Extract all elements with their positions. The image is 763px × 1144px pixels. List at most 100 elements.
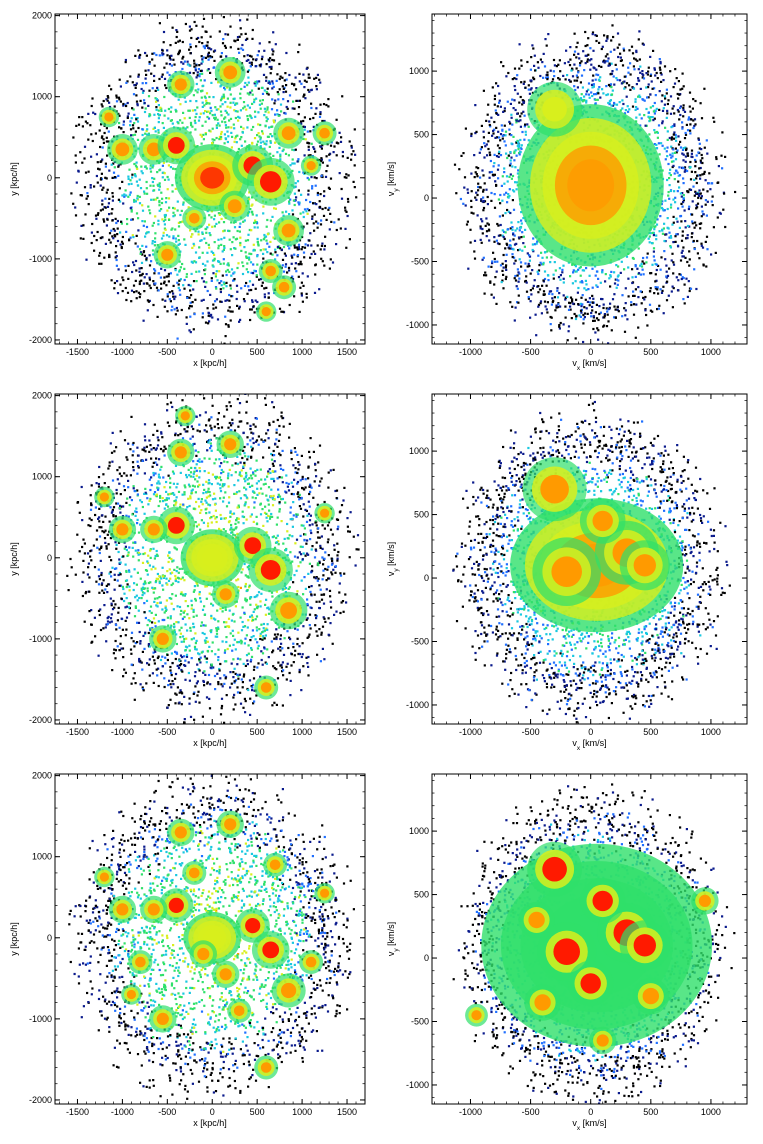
- density-pixel: [319, 223, 323, 226]
- density-pixel: [504, 231, 507, 234]
- density-pixel: [654, 287, 657, 290]
- density-pixel: [239, 244, 242, 247]
- density-pixel: [220, 137, 223, 141]
- density-pixel: [689, 166, 692, 169]
- density-pixel: [540, 251, 543, 254]
- density-pixel: [91, 222, 94, 226]
- density-pixel: [318, 115, 322, 118]
- axis-ticks: [55, 14, 366, 344]
- density-pixel: [517, 271, 520, 274]
- density-pixel: [261, 55, 264, 58]
- density-pixel: [509, 159, 512, 162]
- density-pixel: [236, 229, 239, 233]
- density-pixel: [252, 249, 255, 252]
- density-pixel: [212, 251, 215, 255]
- density-pixel: [632, 294, 635, 297]
- density-pixel: [153, 282, 156, 285]
- density-pixel: [157, 121, 160, 124]
- density-pixel: [161, 52, 164, 55]
- density-pixel: [312, 202, 315, 205]
- density-pixel: [248, 289, 251, 292]
- density-pixel: [261, 92, 265, 95]
- density-pixel: [106, 99, 109, 102]
- density-pixel: [128, 168, 131, 171]
- density-pixel: [495, 155, 499, 158]
- density-pixel: [145, 73, 148, 76]
- density-pixel: [303, 86, 306, 89]
- density-pixel: [583, 306, 586, 309]
- density-pixel: [694, 158, 697, 162]
- density-pixel: [154, 130, 157, 133]
- density-pixel: [585, 288, 588, 292]
- density-pixel: [171, 122, 174, 125]
- density-pixel: [517, 236, 521, 239]
- density-pixel: [546, 301, 549, 304]
- density-pixel: [143, 190, 146, 193]
- density-pixel: [150, 198, 153, 201]
- density-pixel: [210, 55, 214, 59]
- density-pixel: [493, 97, 496, 101]
- density-pixel: [282, 91, 285, 94]
- density-pixel: [682, 153, 685, 156]
- density-pixel: [127, 195, 130, 198]
- density-pixel: [675, 136, 678, 139]
- density-pixel: [193, 244, 196, 247]
- density-pixel: [539, 302, 542, 305]
- density-pixel: [502, 110, 505, 113]
- density-pixel: [132, 236, 135, 239]
- density-pixel: [282, 310, 285, 313]
- density-pixel: [514, 108, 517, 112]
- density-pixel: [240, 249, 243, 252]
- density-pixel: [684, 168, 687, 172]
- density-pixel: [511, 165, 514, 168]
- density-pixel: [260, 284, 263, 287]
- density-pixel: [518, 277, 521, 280]
- density-pixel: [525, 275, 528, 278]
- density-pixel: [135, 166, 138, 169]
- density-pixel: [490, 116, 493, 119]
- density-pixel: [695, 177, 698, 180]
- density-pixel: [689, 178, 693, 181]
- density-pixel: [634, 265, 637, 268]
- density-pixel: [81, 161, 84, 164]
- density-pixel: [189, 131, 192, 134]
- density-pixel: [111, 235, 114, 238]
- density-pixel: [669, 95, 673, 98]
- density-pixel: [592, 74, 595, 77]
- density-pixel: [509, 173, 512, 176]
- density-pixel: [480, 198, 483, 201]
- density-pixel: [180, 308, 183, 312]
- density-pixel: [261, 281, 264, 284]
- density-pixel: [473, 176, 476, 179]
- density-pixel: [631, 268, 634, 271]
- density-pixel: [272, 50, 275, 53]
- density-pixel: [680, 195, 683, 198]
- density-pixel: [158, 113, 161, 117]
- density-pixel: [196, 71, 199, 74]
- density-pixel: [537, 254, 540, 257]
- density-pixel: [607, 342, 610, 344]
- density-pixel: [276, 109, 279, 112]
- density-pixel: [516, 74, 519, 77]
- density-pixel: [248, 61, 251, 64]
- density-pixel: [248, 280, 252, 283]
- density-pixel: [265, 76, 268, 79]
- density-pixel: [295, 196, 298, 199]
- density-pixel: [632, 65, 635, 68]
- density-pixel: [171, 290, 174, 293]
- density-pixel: [172, 211, 175, 214]
- density-pixel: [489, 125, 492, 128]
- density-pixel: [558, 59, 561, 62]
- density-pixel: [169, 300, 172, 303]
- density-pixel: [204, 133, 207, 136]
- density-pixel: [177, 243, 180, 246]
- density-pixel: [177, 122, 180, 125]
- density-pixel: [501, 234, 504, 237]
- density-pixel: [236, 110, 239, 113]
- density-pixel: [89, 186, 92, 189]
- density-pixel: [170, 54, 173, 57]
- density-pixel: [546, 71, 549, 74]
- density-pixel: [75, 181, 78, 184]
- density-pixel: [239, 138, 242, 141]
- density-pixel: [125, 230, 128, 233]
